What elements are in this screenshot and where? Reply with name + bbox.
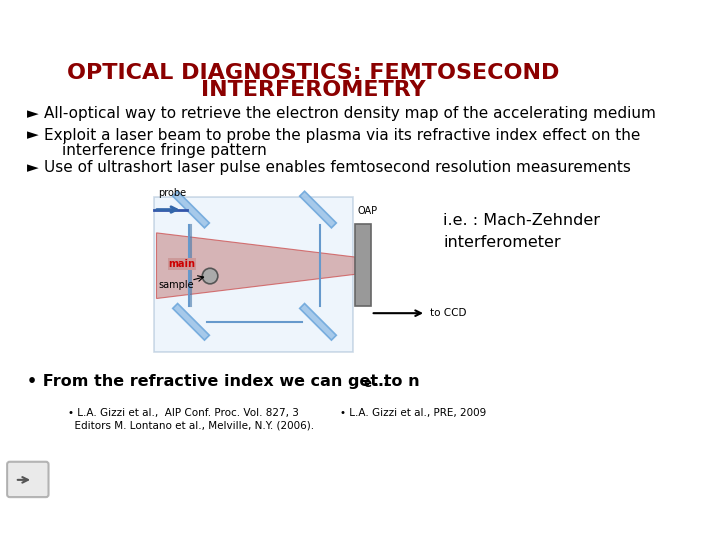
Polygon shape [156,233,355,299]
Polygon shape [300,191,336,228]
Circle shape [202,268,218,284]
Text: Exploit a laser beam to probe the plasma via its refractive index effect on the: Exploit a laser beam to probe the plasma… [44,127,641,143]
Text: • L.A. Gizzi et al.,  AIP Conf. Proc. Vol. 827, 3: • L.A. Gizzi et al., AIP Conf. Proc. Vol… [68,408,298,418]
Text: to CCD: to CCD [431,308,467,318]
Polygon shape [173,303,210,340]
Text: OPTICAL DIAGNOSTICS: FEMTOSECOND: OPTICAL DIAGNOSTICS: FEMTOSECOND [68,63,560,83]
Text: probe: probe [158,188,186,198]
Text: ►: ► [27,106,39,121]
Polygon shape [173,191,210,228]
Text: ►: ► [27,160,39,176]
Text: OAP: OAP [358,206,378,217]
Text: • From the refractive index we can get to n: • From the refractive index we can get t… [27,374,420,389]
Text: • L.A. Gizzi et al., PRE, 2009: • L.A. Gizzi et al., PRE, 2009 [340,408,486,418]
Polygon shape [300,303,336,340]
Text: sample: sample [158,280,194,291]
Text: Use of ultrashort laser pulse enables femtosecond resolution measurements: Use of ultrashort laser pulse enables fe… [44,160,631,176]
Text: All-optical way to retrieve the electron density map of the accelerating medium: All-optical way to retrieve the electron… [44,106,656,121]
Text: interference fringe pattern: interference fringe pattern [61,143,266,158]
Text: i.e. : Mach-Zehnder
interferometer: i.e. : Mach-Zehnder interferometer [444,213,600,249]
Text: e: e [364,377,372,390]
Text: ►: ► [27,127,39,143]
Bar [355,224,371,306]
FancyBboxPatch shape [7,462,48,497]
Text: INTERFEROMETRY: INTERFEROMETRY [202,80,426,100]
Bar [154,197,353,352]
Text: …: … [372,374,388,389]
Text: main: main [168,259,196,269]
Text: Editors M. Lontano et al., Melville, N.Y. (2006).: Editors M. Lontano et al., Melville, N.Y… [68,420,314,430]
